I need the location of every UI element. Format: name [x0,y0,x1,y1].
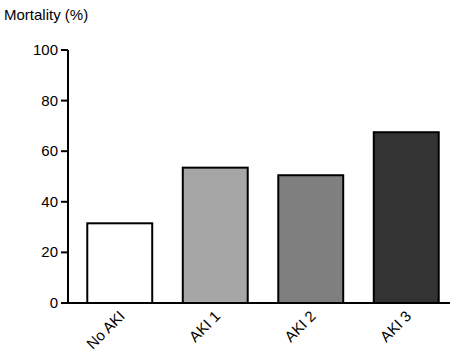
x-axis-line [62,302,450,304]
y-tick [61,49,68,51]
y-tick-label: 20 [41,243,58,260]
chart-container: Mortality (%) No AKI AKI 1 AKI 2 AKI 3 0 20 40 6… [0,0,467,360]
bar [278,175,343,303]
x-tick-label: AKI 2 [281,307,319,345]
y-tick [61,302,68,304]
bar [87,223,152,303]
y-tick-label: 60 [41,142,58,159]
y-tick [61,150,68,152]
bar [183,168,248,303]
x-tick-label: AKI 1 [185,307,223,345]
y-tick [61,201,68,203]
y-tick-label: 40 [41,193,58,210]
y-axis-label: Mortality (%) [4,6,88,23]
y-tick [61,100,68,102]
y-tick-label: 80 [41,92,58,109]
x-tick-label: No AKI [83,307,128,352]
bar [374,132,439,303]
y-axis-line [67,50,69,303]
y-tick-label: 0 [50,294,58,311]
y-tick-label: 100 [33,41,58,58]
x-tick-label: AKI 3 [376,307,414,345]
chart: Mortality (%) No AKI AKI 1 AKI 2 AKI 3 0 20 40 6… [0,0,467,360]
y-tick [61,251,68,253]
bars [87,132,438,303]
